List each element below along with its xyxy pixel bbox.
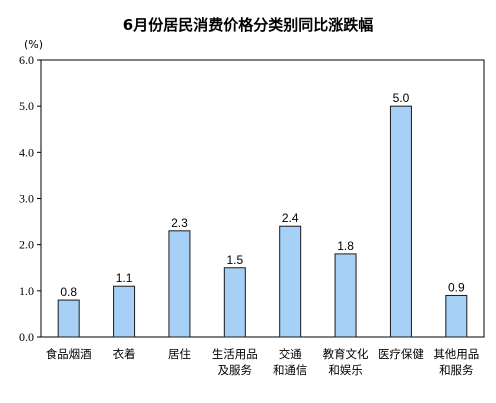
y-tick-label: 5.0 — [19, 99, 34, 113]
bar-value-label: 2.3 — [171, 216, 188, 230]
bar-value-label: 0.9 — [448, 280, 465, 294]
bar — [113, 285, 136, 338]
bar-value-label: 5.0 — [393, 91, 410, 105]
y-tick-label: 4.0 — [19, 145, 34, 159]
bar — [168, 230, 191, 338]
y-unit-label: (%) — [24, 38, 44, 51]
x-category-label: 其他用品和服务 — [433, 347, 479, 377]
y-tick-label: 6.0 — [19, 53, 34, 67]
plot-frame — [40, 59, 485, 338]
bar-value-label: 1.8 — [337, 239, 354, 253]
chart-title: 6月份居民消费价格分类别同比涨跌幅 — [122, 16, 374, 34]
x-category-label: 生活用品及服务 — [212, 347, 258, 377]
bar — [389, 105, 412, 338]
bar — [445, 294, 468, 338]
x-category-label: 衣着 — [113, 347, 136, 361]
x-category-label: 教育文化和娱乐 — [323, 347, 369, 377]
bar — [223, 267, 246, 338]
y-tick-label: 3.0 — [19, 192, 34, 206]
bar-value-label: 1.5 — [226, 253, 243, 267]
y-tick-label: 1.0 — [19, 284, 34, 298]
x-category-label: 食品烟酒 — [46, 347, 92, 361]
x-category-label: 交通和通信 — [273, 347, 308, 377]
x-category-label: 居住 — [168, 347, 191, 361]
bar-value-label: 1.1 — [116, 271, 133, 285]
bar — [57, 299, 80, 338]
bar-value-label: 2.4 — [282, 211, 299, 225]
bar-value-label: 0.8 — [60, 285, 77, 299]
y-tick-label: 2.0 — [19, 238, 34, 252]
bar — [279, 225, 302, 338]
x-category-label: 医疗保健 — [378, 347, 424, 361]
bar — [334, 253, 357, 338]
y-tick-label: 0.0 — [19, 330, 34, 344]
